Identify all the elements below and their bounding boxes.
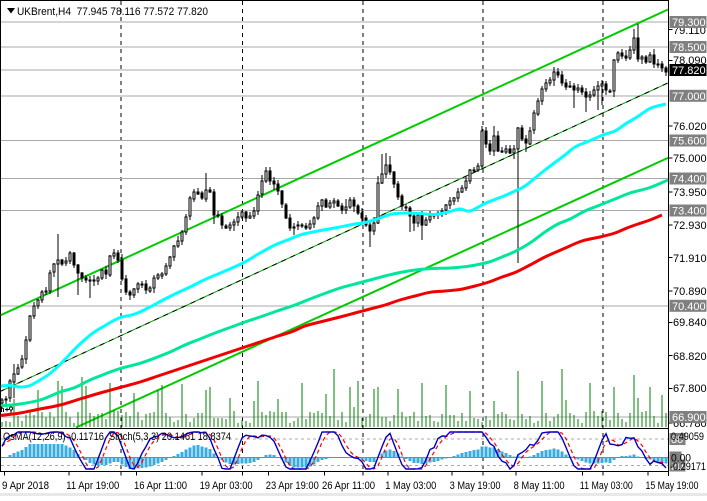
svg-text:23 Apr 19:00: 23 Apr 19:00	[266, 480, 319, 492]
svg-text:79.300: 79.300	[672, 17, 706, 29]
svg-text:66.900: 66.900	[672, 412, 706, 424]
svg-text:16 Apr 11:00: 16 Apr 11:00	[134, 480, 187, 492]
svg-text:75.000: 75.000	[673, 153, 707, 165]
svg-text:76.020: 76.020	[673, 121, 707, 133]
svg-text:70.400: 70.400	[672, 301, 706, 313]
svg-text:UKBrent,H4 77.945 78.116 77.5: UKBrent,H4 77.945 78.116 77.572 77.820	[17, 6, 208, 18]
svg-text:75.600: 75.600	[672, 136, 706, 148]
svg-text:9 Apr 2018: 9 Apr 2018	[2, 480, 49, 492]
svg-text:-0.29171: -0.29171	[670, 461, 706, 473]
svg-text:19 Apr 03:00: 19 Apr 03:00	[200, 480, 253, 492]
svg-text:3 May 19:00: 3 May 19:00	[450, 480, 501, 492]
svg-text:77.820: 77.820	[672, 65, 706, 77]
svg-text:11 May 03:00: 11 May 03:00	[580, 480, 633, 492]
svg-text:11 Apr 19:00: 11 Apr 19:00	[66, 480, 119, 492]
svg-text:1 May 03:00: 1 May 03:00	[385, 480, 436, 492]
svg-text:69.840: 69.840	[673, 317, 707, 329]
svg-text:26 Apr 11:00: 26 Apr 11:00	[322, 480, 375, 492]
svg-text:73.950: 73.950	[673, 187, 707, 199]
svg-text:68.820: 68.820	[673, 351, 707, 363]
svg-text:8 May 11:00: 8 May 11:00	[514, 480, 565, 492]
svg-text:67.800: 67.800	[673, 383, 707, 395]
svg-text:70.890: 70.890	[673, 286, 707, 298]
svg-text:72.930: 72.930	[673, 220, 707, 232]
svg-text:73.400: 73.400	[672, 206, 706, 218]
svg-text:0.49059: 0.49059	[671, 431, 704, 443]
svg-text:15 May 19:00: 15 May 19:00	[646, 480, 699, 492]
svg-text:77.000: 77.000	[672, 91, 706, 103]
svg-text:OsMA(12,26,9) -0.11716 Stoch(: OsMA(12,26,9) -0.11716 Stoch(5,3,3) 20.1…	[3, 431, 231, 443]
svg-text:71.910: 71.910	[673, 253, 707, 265]
svg-text:74.400: 74.400	[672, 174, 706, 186]
svg-text:78.500: 78.500	[672, 42, 706, 54]
